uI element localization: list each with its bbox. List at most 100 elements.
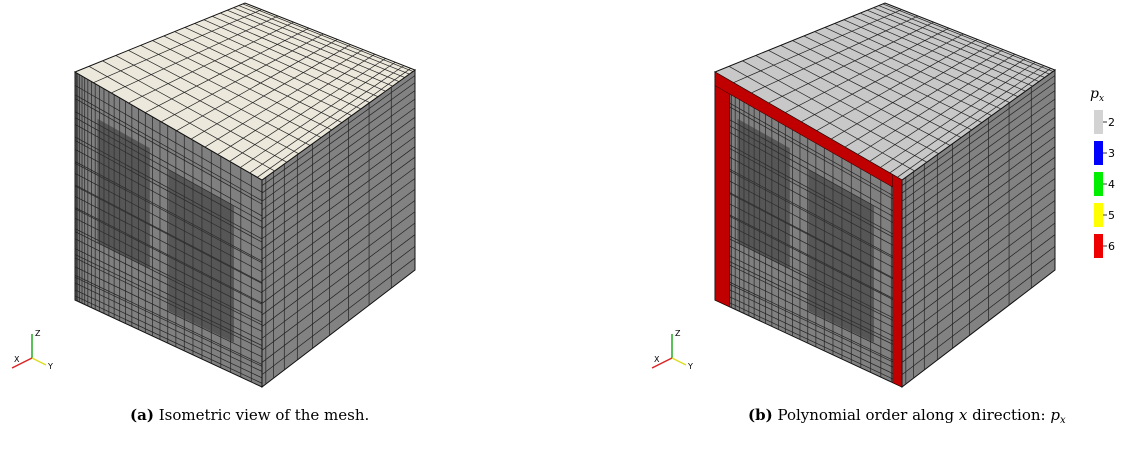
mesh-line [733, 9, 902, 83]
mesh-line [780, 45, 962, 138]
mesh-line [901, 156, 1056, 271]
mesh-line [115, 55, 299, 154]
mesh-line [261, 188, 416, 304]
mesh-line [145, 27, 310, 113]
mesh-line [212, 15, 386, 92]
mesh-line [901, 211, 1056, 327]
mesh-line [714, 289, 903, 379]
mesh-line [111, 15, 279, 94]
mesh-line [714, 276, 903, 367]
mesh-line [869, 58, 1026, 162]
mesh-line [163, 35, 343, 123]
axis-label: Z [35, 329, 41, 338]
mesh-line [74, 295, 263, 384]
mesh-line [128, 21, 294, 104]
refined-region [97, 118, 150, 269]
mesh-line [74, 94, 263, 202]
mesh-line [843, 19, 1019, 97]
mesh-line [128, 50, 311, 146]
mesh-line [803, 35, 983, 123]
mesh-line [867, 9, 1040, 82]
mesh-line [901, 257, 1056, 375]
mesh-line [261, 167, 416, 282]
mesh-line [233, 7, 405, 78]
mesh-line [801, 33, 964, 123]
mesh-line [261, 136, 416, 250]
mesh-line [852, 15, 1026, 92]
legend-label: 6 [1108, 240, 1115, 253]
mesh-line [227, 9, 400, 82]
legend-swatch [1094, 172, 1103, 196]
mesh-line [889, 65, 1045, 174]
refined-region [168, 169, 234, 343]
legend-title-symbol: p [1090, 86, 1099, 102]
mesh-line [755, 55, 939, 154]
mesh-line [901, 90, 1056, 202]
mesh-line [261, 90, 416, 202]
mesh-line [257, 68, 411, 178]
mesh-line [792, 40, 972, 131]
caption-b: (b) Polynomial order along x direction: … [748, 406, 1066, 426]
mesh-line [882, 3, 1054, 72]
mesh-line [140, 45, 322, 138]
mesh-line [714, 274, 903, 365]
mesh-line [203, 19, 379, 97]
caption-label: (b) [748, 406, 773, 424]
caption-text: Isometric view of the mesh. [159, 406, 370, 424]
axis-x [651, 357, 673, 369]
mesh-line [901, 188, 1056, 304]
mesh-line [74, 274, 263, 365]
mesh-line [857, 53, 1015, 155]
axis-label: Z [675, 329, 681, 338]
mesh-line [184, 27, 362, 110]
mesh-line [901, 107, 1056, 220]
mesh-line [204, 49, 364, 148]
mesh-line [897, 68, 1051, 178]
mesh-line [261, 116, 416, 230]
mesh-line [714, 98, 903, 205]
axis-label: Y [687, 362, 693, 371]
mesh-line [261, 178, 416, 293]
mesh-line [152, 40, 332, 131]
mesh-line [190, 44, 351, 140]
legend-label: 2 [1108, 116, 1115, 129]
mesh-line [219, 12, 393, 87]
mesh-line [714, 295, 903, 384]
legend-label: 4 [1108, 178, 1115, 191]
mesh-line [834, 23, 1010, 103]
mesh-line [901, 116, 1056, 230]
mesh-line [901, 222, 1056, 339]
mesh-line [901, 126, 1056, 240]
mesh-line [751, 15, 919, 94]
mesh-line [901, 75, 1056, 186]
legend-label: 3 [1108, 147, 1115, 160]
mesh-line [229, 58, 386, 162]
mesh-line [785, 27, 950, 113]
mesh-views [73, 2, 1057, 389]
mesh-line [74, 98, 263, 205]
mesh-line [74, 276, 263, 367]
mesh-line [261, 98, 416, 211]
mesh-line [859, 12, 1033, 87]
mesh-line [261, 234, 416, 351]
mesh-line [74, 266, 263, 358]
mesh-line [714, 94, 903, 202]
red-band [714, 71, 731, 308]
mesh-line [261, 146, 416, 260]
refined-region [737, 118, 790, 269]
mesh-line [901, 234, 1056, 351]
mesh-line [844, 49, 1004, 148]
mesh-line [728, 66, 915, 172]
mesh-line [714, 266, 903, 358]
mesh-line [102, 60, 287, 163]
caption-label: (a) [130, 406, 154, 424]
mesh-line [88, 66, 275, 172]
caption-text: direction: [972, 406, 1045, 424]
mesh-line [261, 245, 416, 363]
axis-label: X [654, 355, 660, 364]
caption-a: (a) Isometric view of the mesh. [130, 406, 369, 424]
mesh-line [824, 27, 1002, 110]
mesh-line [93, 9, 262, 83]
mesh-line [901, 178, 1056, 293]
